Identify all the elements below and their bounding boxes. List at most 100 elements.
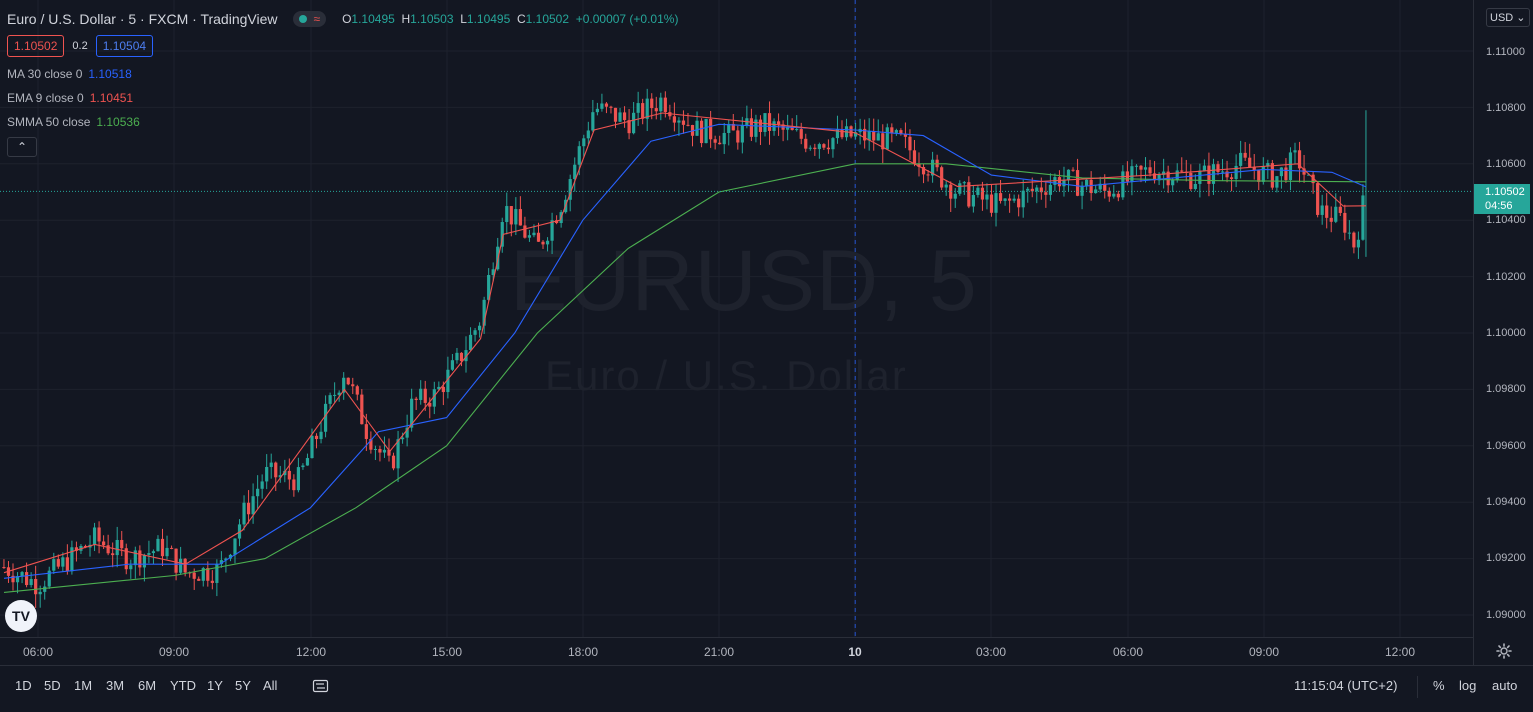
candle-body [373,448,378,450]
candle-body [15,576,20,583]
candle-body [831,138,835,150]
candle-body [459,352,464,362]
candle-body [478,325,482,331]
candle-body [518,209,522,226]
candle-body [455,352,459,361]
range-1y-button[interactable]: 1Y [207,678,223,693]
candle-body [894,130,898,133]
date-range-icon[interactable] [312,678,329,694]
candle-body [342,377,346,393]
candle-body [509,206,513,225]
candle-body [532,232,536,236]
market-open-icon [299,15,308,23]
candle-body [228,554,233,559]
candle-body [265,466,269,482]
timezone-clock[interactable]: 11:15:04 (UTC+2) [1294,678,1398,693]
price-chart[interactable] [0,0,1473,637]
gear-icon[interactable] [1496,643,1512,659]
tradingview-logo[interactable]: TV [5,600,37,632]
time-tick: 21:00 [703,645,735,659]
collapse-legend-button[interactable]: ⌃ [7,137,37,157]
time-tick: 12:00 [295,645,327,659]
ohlc-values: O1.10495 H1.10503 L1.10495 C1.10502 +0.0… [342,12,679,26]
currency-selector[interactable]: USD ⌄ [1486,8,1530,27]
candle-body [604,103,609,107]
range-5y-button[interactable]: 5Y [235,678,251,693]
candle-body [419,388,423,400]
candle-body [468,334,473,351]
candle-body [1316,183,1320,215]
price-tick: 1.11000 [1486,46,1525,58]
candle-body [659,97,663,112]
candle-body [1356,239,1361,248]
candle-body [34,579,38,595]
price-change: +0.00007 (+0.01%) [575,12,679,26]
last-price-label: 1.10502 04:56 [1474,184,1530,214]
candle-body [545,240,550,245]
candle-body [654,108,658,112]
candle-body [441,386,445,393]
candle-body [47,570,51,587]
auto-scale-button[interactable]: auto [1492,678,1518,693]
candle-body [903,133,908,137]
candle-body [595,108,599,113]
candle-body [156,538,160,552]
candle-body [998,193,1003,201]
candle-body [43,586,47,592]
range-all-button[interactable]: All [263,678,278,693]
candle-body [736,130,740,143]
range-5d-button[interactable]: 5D [44,678,61,693]
candle-body [573,164,577,180]
candle-body [722,132,726,145]
candle-body [622,112,627,121]
candle-body [179,558,183,573]
indicator-ema[interactable]: EMA 9 close 0 1.10451 [7,91,134,105]
bottom-toolbar: 1D 5D 1M 3M 6M YTD 1Y 5Y All 11:15:04 (U… [0,665,1533,712]
candle-body [881,133,885,150]
symbol-title[interactable]: Euro / U.S. Dollar · 5 · FXCM · TradingV… [7,11,278,27]
percent-scale-button[interactable]: % [1433,678,1445,693]
candle-body [446,369,450,393]
candle-body [826,147,831,150]
candle-body [1130,166,1134,182]
candle-body [142,554,146,568]
price-scale[interactable]: USD ⌄ 1.11000 1.10800 1.10600 1.10400 1.… [1473,0,1533,665]
candle-body [382,449,387,453]
time-tick: 06:00 [1112,645,1144,659]
candle-body [1306,174,1311,176]
candle-body [536,232,541,242]
candle-body [29,579,33,586]
ma-30-line [3,123,1367,579]
indicator-smma[interactable]: SMMA 50 close 1.10536 [7,115,140,129]
candle-body [102,541,106,546]
candle-body [853,132,858,137]
candle-body [971,194,975,207]
log-scale-button[interactable]: log [1459,678,1477,693]
candle-body [183,558,187,573]
price-tick: 1.09800 [1486,383,1526,395]
range-6m-button[interactable]: 6M [138,678,157,693]
range-1d-button[interactable]: 1D [15,678,32,693]
candle-body [305,458,310,466]
market-status-badge[interactable]: ≈ [293,11,327,27]
range-ytd-button[interactable]: YTD [170,678,196,693]
candle-body [197,578,201,581]
time-axis[interactable]: 06:00 09:00 12:00 15:00 18:00 21:00 10 0… [0,637,1473,666]
indicator-ma[interactable]: MA 30 close 0 1.10518 [7,67,132,81]
range-3m-button[interactable]: 3M [106,678,125,693]
buy-price-button[interactable]: 1.10504 [95,35,154,57]
sell-price-button[interactable]: 1.10502 [7,35,65,57]
candle-body [731,123,735,131]
time-tick: 09:00 [158,645,190,659]
candle-body [586,130,590,139]
candle-body [396,439,400,469]
candle-body [1062,180,1066,187]
candle-body [1112,193,1116,197]
range-1m-button[interactable]: 1M [74,678,93,693]
chart-pane[interactable]: EURUSD, 5 Euro / U.S. Dollar Euro / U.S.… [0,0,1473,637]
candle-body [106,545,110,554]
candle-body [1216,164,1220,173]
candle-body [627,120,631,134]
candle-body [1293,150,1297,153]
candle-body [256,488,260,497]
